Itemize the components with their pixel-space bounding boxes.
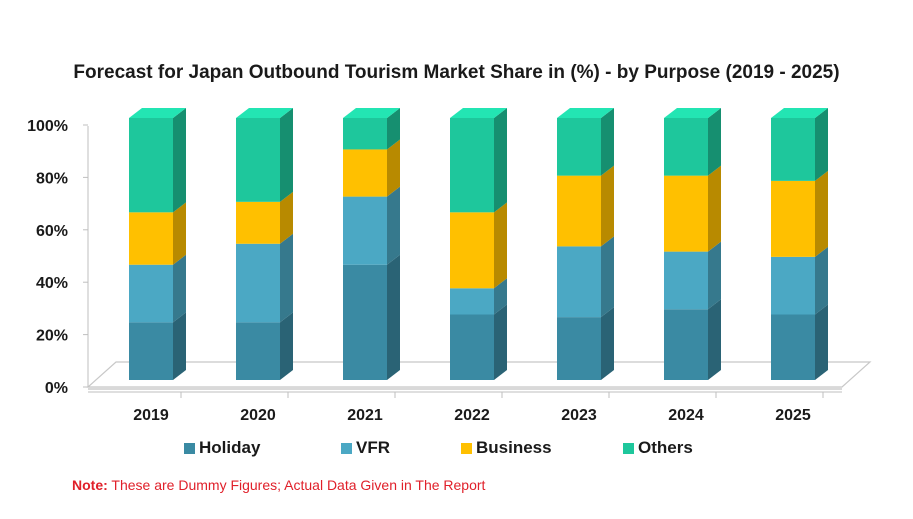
y-tick-label: 80% bbox=[36, 170, 68, 187]
bar-others-2024-side bbox=[708, 108, 721, 176]
bar-vfr-2023 bbox=[557, 246, 601, 318]
bar-others-2025-side bbox=[815, 108, 828, 181]
bar-holiday-2025-side bbox=[815, 304, 828, 380]
bar-others-2023 bbox=[557, 118, 601, 176]
legend-swatch bbox=[184, 442, 195, 454]
bar-others-2020-top bbox=[236, 108, 293, 118]
note-text: Note: These are Dummy Figures; Actual Da… bbox=[72, 477, 485, 493]
bar-others-2019 bbox=[129, 118, 173, 213]
x-tick-label-2021: 2021 bbox=[347, 407, 383, 424]
x-tick-label-2019: 2019 bbox=[133, 407, 169, 424]
legend-label: Business bbox=[476, 438, 552, 457]
x-tick-label-2020: 2020 bbox=[240, 407, 276, 424]
bar-others-2022-side bbox=[494, 108, 507, 213]
bar-business-2019 bbox=[129, 212, 173, 265]
bar-holiday-2025 bbox=[771, 314, 815, 380]
x-tick-label-2022: 2022 bbox=[454, 407, 490, 424]
bar-holiday-2021 bbox=[343, 264, 387, 380]
bar-holiday-2020-side bbox=[280, 312, 293, 380]
note-body: These are Dummy Figures; Actual Data Giv… bbox=[107, 477, 486, 493]
bar-business-2025-side bbox=[815, 170, 828, 257]
bar-others-2025 bbox=[771, 118, 815, 181]
bar-holiday-2022-side bbox=[494, 304, 507, 380]
bar-business-2024-side bbox=[708, 165, 721, 252]
bar-holiday-2023 bbox=[557, 317, 601, 380]
x-tick-label-2025: 2025 bbox=[775, 407, 811, 424]
legend-label: VFR bbox=[356, 438, 390, 457]
bar-business-2019-side bbox=[173, 202, 186, 265]
bar-vfr-2020-side bbox=[280, 233, 293, 323]
x-tick-label-2023: 2023 bbox=[561, 407, 597, 424]
y-tick-label: 60% bbox=[36, 223, 68, 240]
legend-swatch bbox=[461, 442, 472, 454]
bar-vfr-2022-side bbox=[494, 278, 507, 315]
bar-vfr-2019-side bbox=[173, 254, 186, 323]
bar-holiday-2020 bbox=[236, 322, 280, 380]
legend-item-vfr: VFR bbox=[341, 438, 390, 458]
bar-vfr-2025 bbox=[771, 256, 815, 315]
bar-business-2021-side bbox=[387, 139, 400, 197]
bar-holiday-2019 bbox=[129, 322, 173, 380]
bar-others-2021-top bbox=[343, 108, 400, 118]
bar-others-2022-top bbox=[450, 108, 507, 118]
y-tick-label: 100% bbox=[27, 118, 68, 135]
bar-others-2023-side bbox=[601, 108, 614, 176]
bar-others-2020-side bbox=[280, 108, 293, 202]
bar-business-2020-side bbox=[280, 191, 293, 244]
note-label: Note: bbox=[72, 477, 108, 493]
legend-item-holiday: Holiday bbox=[184, 438, 260, 458]
bar-vfr-2025-side bbox=[815, 246, 828, 315]
legend-label: Holiday bbox=[199, 438, 261, 457]
legend-swatch bbox=[623, 442, 634, 454]
bar-vfr-2021-side bbox=[387, 186, 400, 265]
bar-business-2021 bbox=[343, 149, 387, 197]
bar-vfr-2024 bbox=[664, 251, 708, 310]
bar-vfr-2023-side bbox=[601, 236, 614, 318]
bar-vfr-2022 bbox=[450, 288, 494, 315]
y-tick-label: 20% bbox=[36, 328, 68, 345]
bar-others-2021-side bbox=[387, 108, 400, 150]
bar-others-2020 bbox=[236, 118, 280, 202]
bar-holiday-2022 bbox=[450, 314, 494, 380]
bar-business-2022-side bbox=[494, 202, 507, 289]
bar-vfr-2019 bbox=[129, 264, 173, 323]
bar-business-2022 bbox=[450, 212, 494, 289]
bar-holiday-2024-side bbox=[708, 299, 721, 380]
legend-item-business: Business bbox=[461, 438, 552, 458]
bar-vfr-2020 bbox=[236, 243, 280, 323]
bar-others-2024 bbox=[664, 118, 708, 176]
bar-business-2020 bbox=[236, 201, 280, 244]
bar-business-2023-side bbox=[601, 165, 614, 247]
bar-holiday-2019-side bbox=[173, 312, 186, 380]
bar-others-2019-top bbox=[129, 108, 186, 118]
x-tick-label-2024: 2024 bbox=[668, 407, 704, 424]
bar-others-2022 bbox=[450, 118, 494, 213]
bar-business-2023 bbox=[557, 175, 601, 247]
bar-others-2025-top bbox=[771, 108, 828, 118]
bar-others-2023-top bbox=[557, 108, 614, 118]
bar-business-2025 bbox=[771, 180, 815, 257]
bar-business-2024 bbox=[664, 175, 708, 252]
bar-holiday-2023-side bbox=[601, 307, 614, 380]
legend-item-others: Others bbox=[623, 438, 693, 458]
bar-holiday-2024 bbox=[664, 309, 708, 380]
legend-swatch bbox=[341, 442, 352, 454]
bar-others-2021 bbox=[343, 118, 387, 150]
y-tick-label: 40% bbox=[36, 275, 68, 292]
bar-others-2019-side bbox=[173, 108, 186, 213]
bar-others-2024-top bbox=[664, 108, 721, 118]
bar-holiday-2021-side bbox=[387, 254, 400, 380]
legend-label: Others bbox=[638, 438, 693, 457]
chart-legend: Holiday VFR Business Others bbox=[0, 438, 913, 460]
bar-vfr-2021 bbox=[343, 196, 387, 265]
chart-floor-edge bbox=[88, 387, 842, 390]
y-tick-label: 0% bbox=[45, 380, 68, 397]
bar-vfr-2024-side bbox=[708, 241, 721, 310]
chart-title: Forecast for Japan Outbound Tourism Mark… bbox=[73, 62, 840, 83]
